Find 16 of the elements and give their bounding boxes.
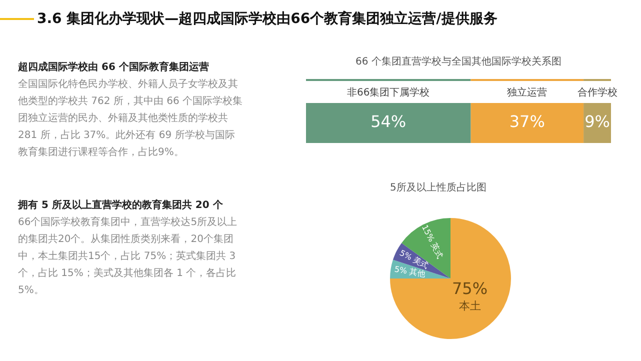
text: 超四成国际学校由 66 个国际教育集团运营 — [18, 60, 210, 74]
slice-label: 本土 — [458, 300, 481, 313]
data-label: 75% — [452, 278, 488, 298]
data-label: 54% — [370, 112, 406, 132]
text: 全国国际化特色民办学校、外籍人员子女学校及其他类型的学校共 762 所，其中由 66 个国际学校集团独立运营的民办、外籍及其他类性质的学校共 281 所，占比 37%。此外还有 69 所学校与国际教育集团进行课程等合作，占比9%。 — [18, 78, 243, 160]
chart-title: 5所及以上性质占比图 — [390, 182, 486, 194]
series-label: 独立运营 — [507, 86, 548, 99]
text: 拥有 5 所及以上直营学校的教育集团共 20 个 — [18, 198, 224, 212]
text: 66个国际学校教育集团中，直营学校达5所及以上的集团共20个。从集团性质类别来看，20个集团中，本土集团共15个，占比 75%；英式集团共 3 个，占比 15%；美式及其他集团各 1 个，各占比 5%。 — [18, 216, 238, 298]
series-label: 非66集团下属学校 — [346, 86, 430, 99]
data-label: 37% — [509, 112, 545, 132]
legend-label: 合作学校 — [577, 86, 618, 99]
data-label: 9% — [584, 112, 610, 132]
chart-title: 66 个集团直营学校与全国其他国际学校关系图 — [356, 56, 562, 68]
slice-label: 15% 英式 — [420, 223, 444, 260]
text: 3.6 集团化办学现状—超四成国际学校由66个教育集团独立运营/提供服务 — [37, 10, 498, 28]
